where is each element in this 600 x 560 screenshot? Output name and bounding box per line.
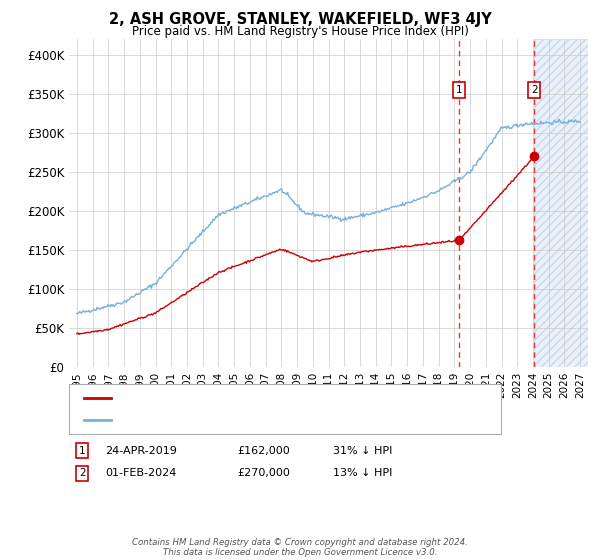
Text: 1: 1 [79,446,86,456]
Text: 2: 2 [79,468,86,478]
Text: £162,000: £162,000 [237,446,290,456]
Text: Price paid vs. HM Land Registry's House Price Index (HPI): Price paid vs. HM Land Registry's House … [131,25,469,38]
Text: 1: 1 [456,85,463,95]
Text: 2, ASH GROVE, STANLEY, WAKEFIELD, WF3 4JY: 2, ASH GROVE, STANLEY, WAKEFIELD, WF3 4J… [109,12,491,27]
Text: Contains HM Land Registry data © Crown copyright and database right 2024.
This d: Contains HM Land Registry data © Crown c… [132,538,468,557]
Text: HPI: Average price, detached house, Wakefield: HPI: Average price, detached house, Wake… [115,415,359,425]
Text: 2, ASH GROVE, STANLEY, WAKEFIELD, WF3 4JY (detached house): 2, ASH GROVE, STANLEY, WAKEFIELD, WF3 4J… [115,393,451,403]
Text: 24-APR-2019: 24-APR-2019 [105,446,177,456]
Text: 13% ↓ HPI: 13% ↓ HPI [333,468,392,478]
Text: £270,000: £270,000 [237,468,290,478]
Text: 31% ↓ HPI: 31% ↓ HPI [333,446,392,456]
Text: 2: 2 [531,85,538,95]
Bar [535,39,596,367]
Text: 01-FEB-2024: 01-FEB-2024 [105,468,176,478]
